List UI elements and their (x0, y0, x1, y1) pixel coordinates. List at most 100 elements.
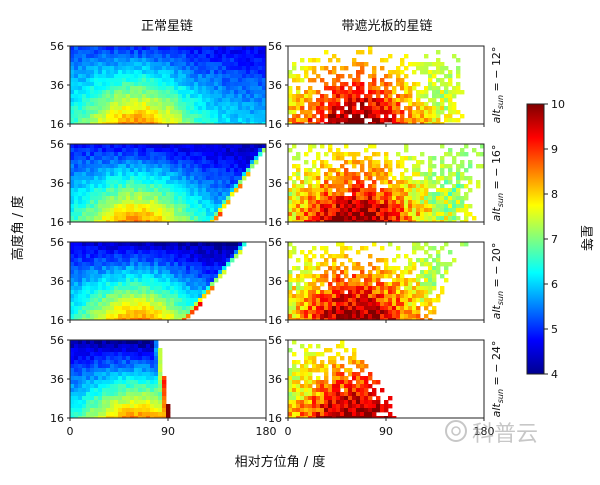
heat-cell (158, 360, 163, 365)
heat-cell (340, 242, 345, 247)
heat-cell (74, 356, 79, 361)
heat-cell (210, 262, 215, 267)
heat-cell (134, 102, 139, 107)
heat-cell (134, 216, 139, 221)
heat-cell (130, 152, 135, 157)
heat-cell (138, 246, 143, 251)
heat-cell (436, 114, 441, 119)
heat-cell (384, 298, 389, 303)
heat-cell (296, 176, 301, 181)
heat-cell (118, 254, 123, 259)
heat-cell (106, 148, 111, 153)
heat-cell (98, 70, 103, 75)
heat-cell (118, 94, 123, 99)
heat-cell (420, 180, 425, 185)
heat-cell (214, 274, 219, 279)
heat-cell (352, 102, 357, 107)
heat-cell (182, 122, 187, 124)
heat-cell (352, 360, 357, 365)
heat-cell (246, 164, 251, 169)
heat-cell (440, 220, 445, 222)
heat-cell (234, 74, 239, 79)
heat-cell (190, 274, 195, 279)
heat-cell (138, 278, 143, 283)
heat-cell (372, 216, 377, 221)
heat-cell (384, 318, 389, 320)
heat-cell (352, 192, 357, 197)
heat-cell (388, 306, 393, 311)
heat-cell (178, 156, 183, 161)
heat-cell (320, 102, 325, 107)
heat-cell (360, 220, 365, 222)
heat-cell (198, 204, 203, 209)
heat-cell (174, 274, 179, 279)
heat-cell (114, 254, 119, 259)
heat-cell (324, 372, 329, 377)
heat-cell (464, 220, 469, 222)
heat-cell (122, 208, 127, 213)
heat-cell (360, 318, 365, 320)
heat-cell (146, 408, 151, 413)
heat-cell (98, 160, 103, 165)
heat-cell (372, 380, 377, 385)
heat-cell (320, 220, 325, 222)
heat-cell (106, 340, 111, 345)
heat-cell (174, 78, 179, 83)
heat-cell (106, 156, 111, 161)
heat-cell (78, 122, 83, 124)
heat-cell (292, 306, 297, 311)
heat-cell (238, 50, 243, 55)
heat-cell (304, 314, 309, 319)
heat-cell (400, 180, 405, 185)
heat-cell (332, 392, 337, 397)
heat-cell (194, 66, 199, 71)
heat-cell (206, 74, 211, 79)
heat-cell (134, 392, 139, 397)
heat-cell (110, 184, 115, 189)
heat-cell (110, 200, 115, 205)
heat-cell (122, 94, 127, 99)
heat-cell (368, 102, 373, 107)
heat-cell (456, 216, 461, 221)
heat-cell (94, 114, 99, 119)
heat-cell (186, 90, 191, 95)
heat-cell (210, 102, 215, 107)
heat-cell (246, 168, 251, 173)
heat-cell (110, 262, 115, 267)
heat-cell (348, 368, 353, 373)
heat-cell (246, 144, 251, 149)
heat-cell (344, 160, 349, 165)
heat-cell (340, 180, 345, 185)
heat-cell (114, 208, 119, 213)
heat-cell (288, 110, 293, 115)
heat-cell (98, 400, 103, 405)
heat-cell (368, 192, 373, 197)
heat-cell (206, 270, 211, 275)
heat-cell (102, 54, 107, 59)
heat-cell (178, 314, 183, 319)
heat-cell (380, 310, 385, 315)
heat-cell (162, 78, 167, 83)
heat-cell (372, 160, 377, 165)
heat-cell (166, 46, 171, 51)
heat-cell (388, 314, 393, 319)
heat-cell (170, 314, 175, 319)
heat-cell (162, 396, 167, 401)
heat-cell (190, 176, 195, 181)
heat-cell (178, 204, 183, 209)
heat-cell (206, 160, 211, 165)
heat-cell (230, 168, 235, 173)
heat-cell (82, 122, 87, 124)
heat-cell (134, 82, 139, 87)
heat-cell (98, 298, 103, 303)
heat-cell (400, 294, 405, 299)
y-tick-label: 56 (50, 236, 64, 249)
heat-cell (448, 110, 453, 115)
heat-cell (296, 94, 301, 99)
heat-cell (150, 94, 155, 99)
heat-cell (364, 220, 369, 222)
heat-cell (424, 250, 429, 255)
heat-cell (94, 376, 99, 381)
heat-cell (86, 282, 91, 287)
